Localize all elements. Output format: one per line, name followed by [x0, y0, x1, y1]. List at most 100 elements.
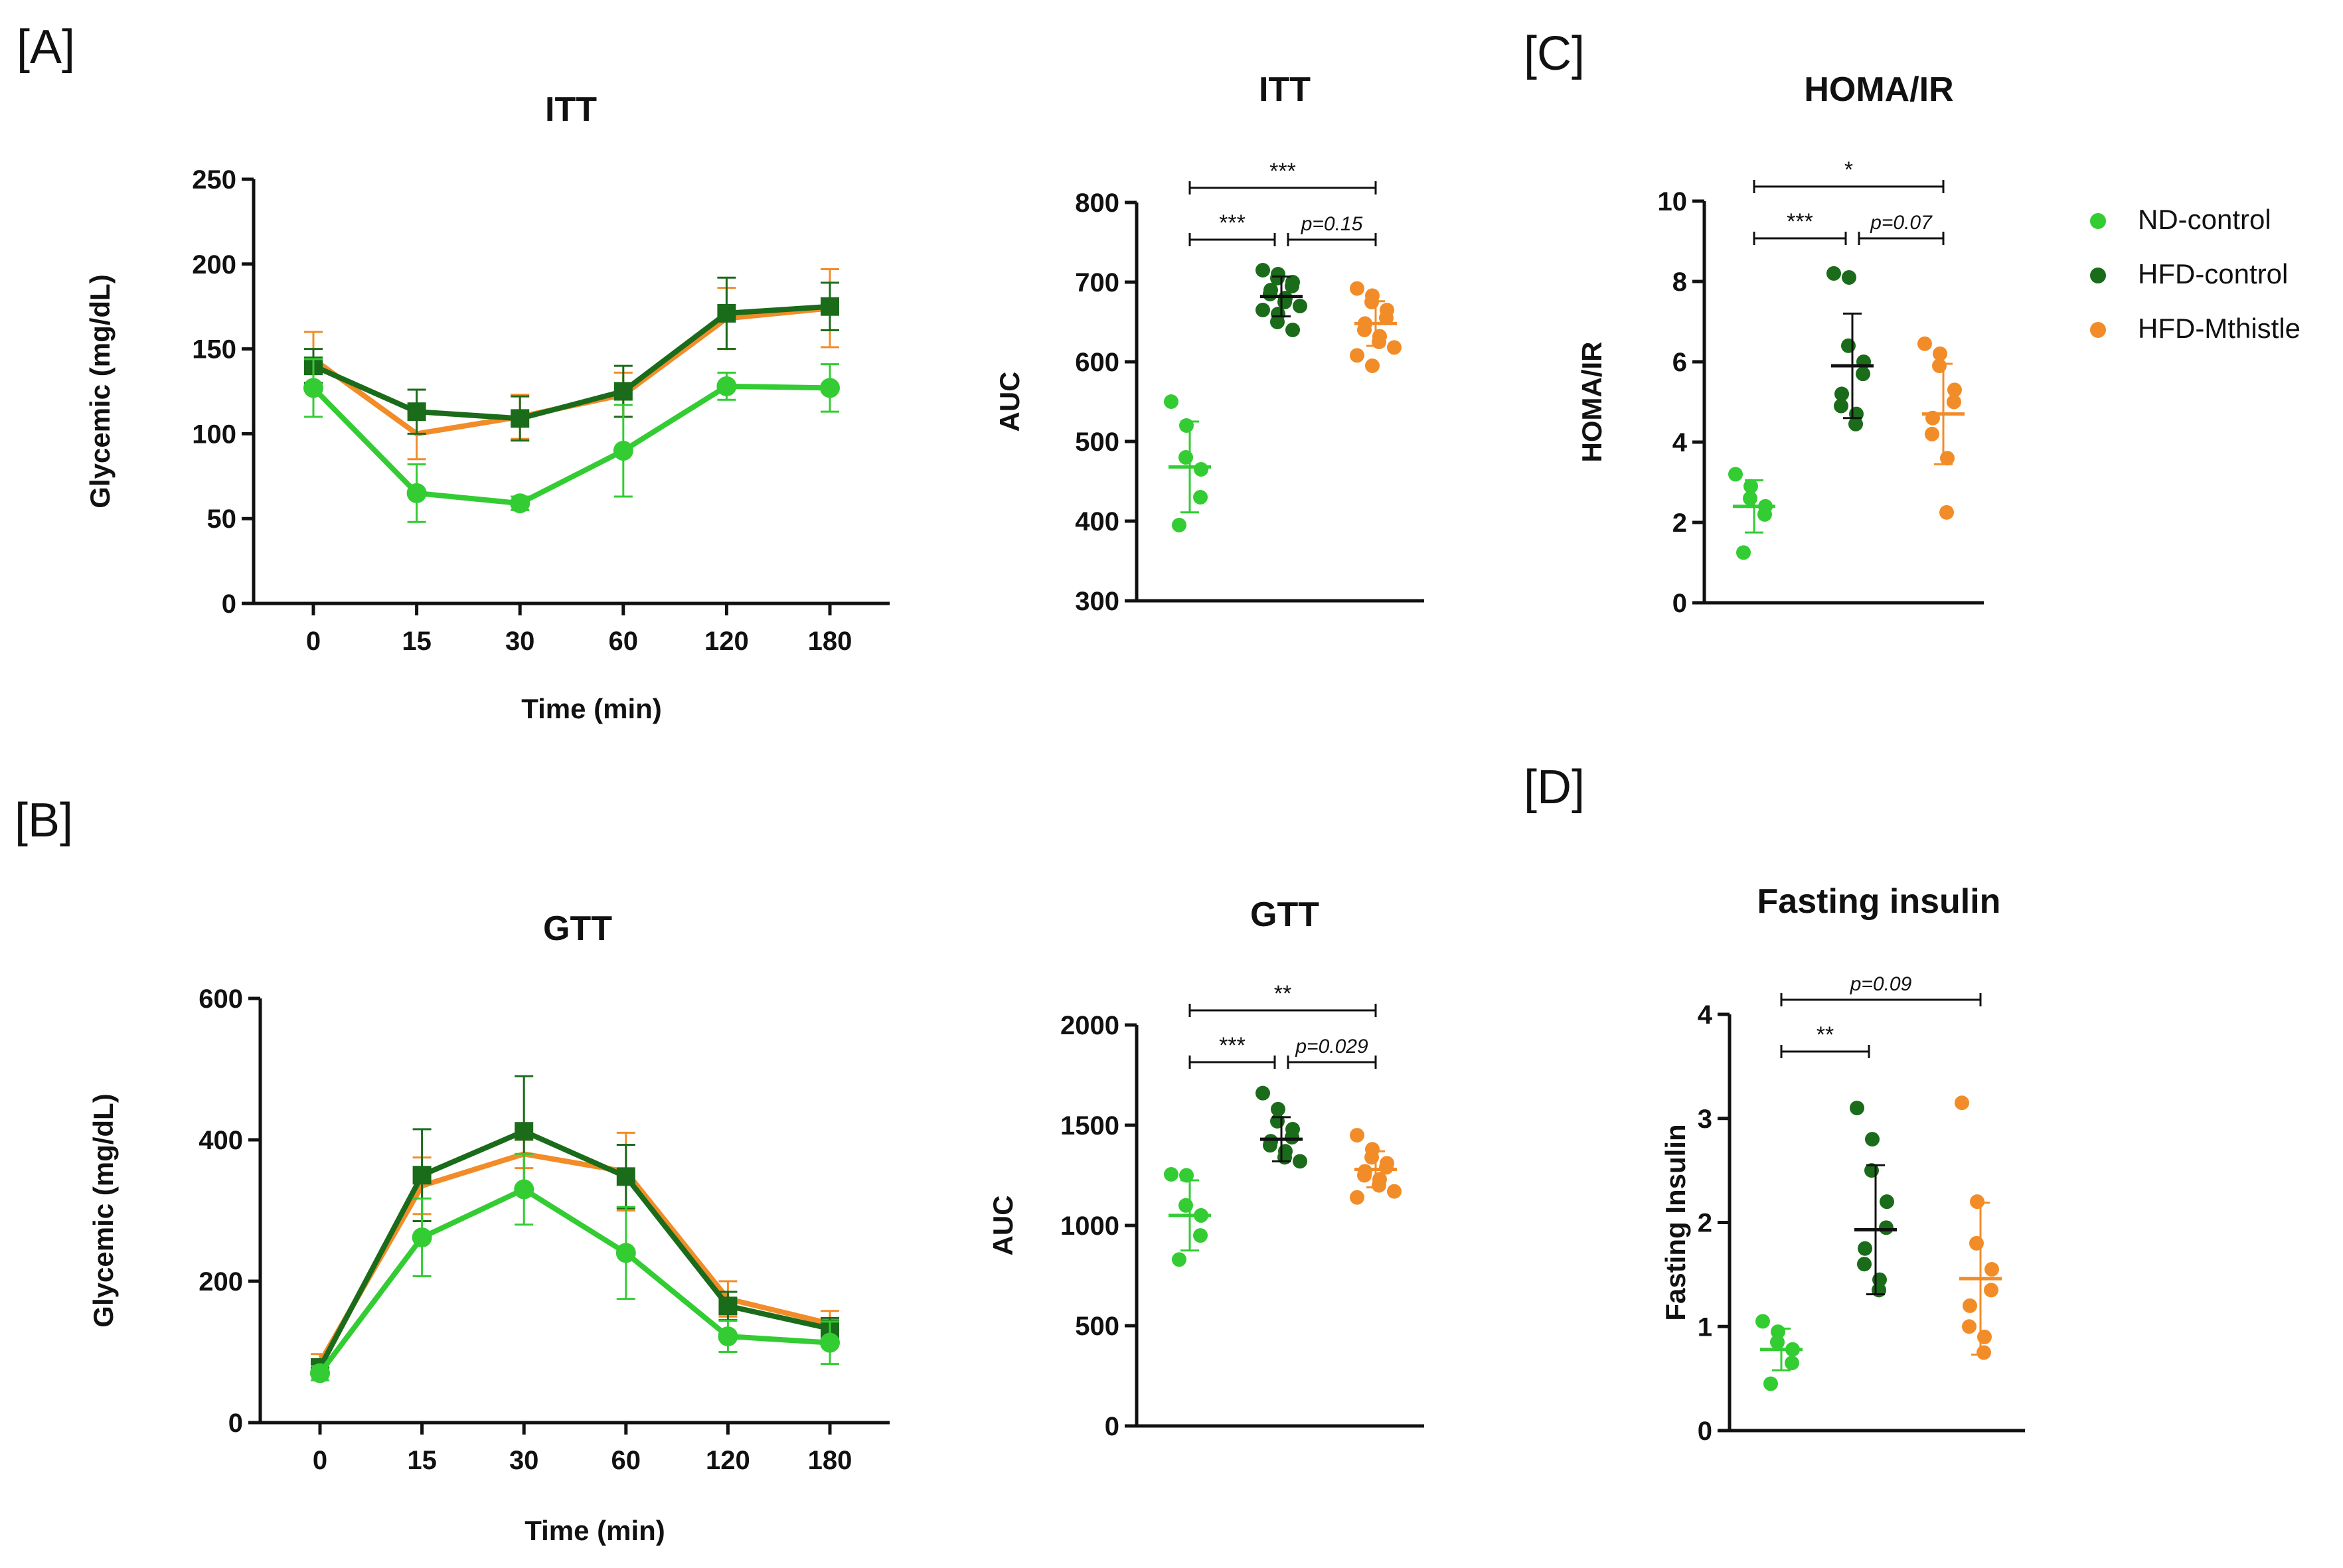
itt-auc-chart: ITT AUC 300 400 500 600 700 800 *** *** p=0.15	[994, 70, 1424, 616]
data-point	[1865, 1132, 1880, 1147]
data-point	[718, 1326, 738, 1347]
panel-label-b: [B]	[15, 794, 73, 847]
x-tick-label: 0	[306, 627, 321, 656]
data-point	[1285, 1130, 1299, 1145]
data-point	[1263, 287, 1277, 301]
data-point	[1372, 1178, 1386, 1193]
data-point	[514, 1179, 534, 1200]
data-point	[1984, 1283, 1998, 1298]
y-tick-label: 700	[1075, 268, 1119, 297]
sig-label: ***	[1219, 1033, 1246, 1058]
data-point	[515, 1122, 534, 1141]
y-axis-label: Glycemic (mg/dL)	[88, 1093, 119, 1327]
y-tick-label: 4	[1698, 1000, 1713, 1030]
data-point	[1755, 1314, 1770, 1329]
y-tick-label: 250	[192, 165, 236, 195]
y-tick-label: 600	[1075, 348, 1119, 377]
data-point	[717, 303, 736, 323]
data-point	[1933, 346, 1947, 361]
x-tick-label: 30	[509, 1446, 539, 1475]
data-point	[1856, 366, 1870, 382]
data-point	[1270, 1113, 1285, 1129]
y-axis-label: AUC	[987, 1196, 1018, 1256]
x-tick-label: 15	[407, 1446, 437, 1475]
data-point	[1842, 270, 1856, 285]
data-point	[1850, 1101, 1864, 1116]
data-point	[616, 1167, 635, 1186]
data-point	[1357, 323, 1372, 337]
y-tick-label: 800	[1075, 189, 1119, 218]
x-tick-label: 180	[808, 1446, 852, 1475]
data-point	[1970, 1194, 1984, 1210]
data-point	[1179, 1168, 1194, 1183]
data-point	[1285, 323, 1300, 337]
y-tick-label: 200	[199, 1267, 243, 1296]
y-tick-label: 50	[207, 505, 237, 534]
data-point	[1736, 545, 1751, 560]
data-point	[1270, 315, 1285, 329]
data-point	[1858, 1241, 1872, 1256]
data-point	[1841, 338, 1856, 353]
data-point	[1271, 1101, 1285, 1117]
y-tick-label: 0	[1672, 589, 1687, 618]
data-point	[1263, 1138, 1277, 1153]
y-tick-label: 2	[1672, 509, 1687, 538]
x-tick-label: 180	[808, 627, 852, 656]
data-point	[1255, 303, 1270, 317]
y-tick-label: 4	[1672, 428, 1688, 457]
data-point	[1194, 462, 1208, 477]
x-tick-label: 120	[704, 627, 749, 656]
series-line	[311, 383, 831, 507]
data-point	[821, 297, 839, 316]
y-axis-label: HOMA/IR	[1576, 342, 1607, 463]
x-tick-label: 120	[706, 1446, 750, 1475]
data-point	[511, 409, 530, 428]
data-point	[1387, 1184, 1402, 1199]
data-point	[1277, 1150, 1292, 1165]
data-point	[510, 493, 530, 514]
data-point	[1350, 1190, 1364, 1205]
y-tick-label: 150	[192, 335, 236, 364]
y-tick-label: 0	[1105, 1412, 1119, 1441]
data-point	[1387, 340, 1402, 355]
legend-label: HFD-control	[2138, 258, 2288, 289]
x-axis-label: Time (min)	[521, 693, 662, 724]
data-point	[1172, 518, 1186, 532]
y-tick-label: 6	[1672, 348, 1687, 377]
legend-label: ND-control	[2138, 204, 2271, 235]
data-point	[1193, 490, 1208, 505]
data-point	[1255, 263, 1270, 277]
data-point	[1365, 358, 1380, 373]
y-tick-label: 8	[1672, 268, 1687, 297]
data-point	[1955, 1095, 1969, 1111]
x-tick-label: 60	[609, 627, 639, 656]
data-point	[1962, 1319, 1977, 1334]
data-point	[1285, 279, 1299, 293]
data-point	[303, 378, 323, 398]
chart-title: ITT	[545, 90, 597, 129]
y-tick-label: 400	[199, 1126, 243, 1155]
data-point	[1178, 1198, 1193, 1213]
data-point	[1193, 1228, 1208, 1243]
series-line	[312, 303, 831, 422]
series-line	[317, 1129, 831, 1369]
data-point	[1255, 1085, 1270, 1101]
series-line	[317, 1186, 831, 1375]
data-point	[1350, 348, 1364, 363]
y-axis-label: Fasting Insulin	[1660, 1124, 1691, 1320]
data-point	[820, 378, 840, 398]
y-tick-label: 2	[1698, 1209, 1712, 1238]
y-axis-label: AUC	[994, 372, 1025, 432]
data-point	[1350, 281, 1364, 296]
data-point	[1826, 266, 1841, 281]
y-tick-label: 600	[199, 984, 243, 1014]
data-point	[1925, 426, 1939, 441]
sig-label: **	[1274, 981, 1291, 1006]
y-tick-label: 3	[1698, 1105, 1712, 1134]
data-point	[1293, 1154, 1307, 1169]
data-point	[1178, 450, 1193, 465]
data-point	[1879, 1220, 1894, 1235]
